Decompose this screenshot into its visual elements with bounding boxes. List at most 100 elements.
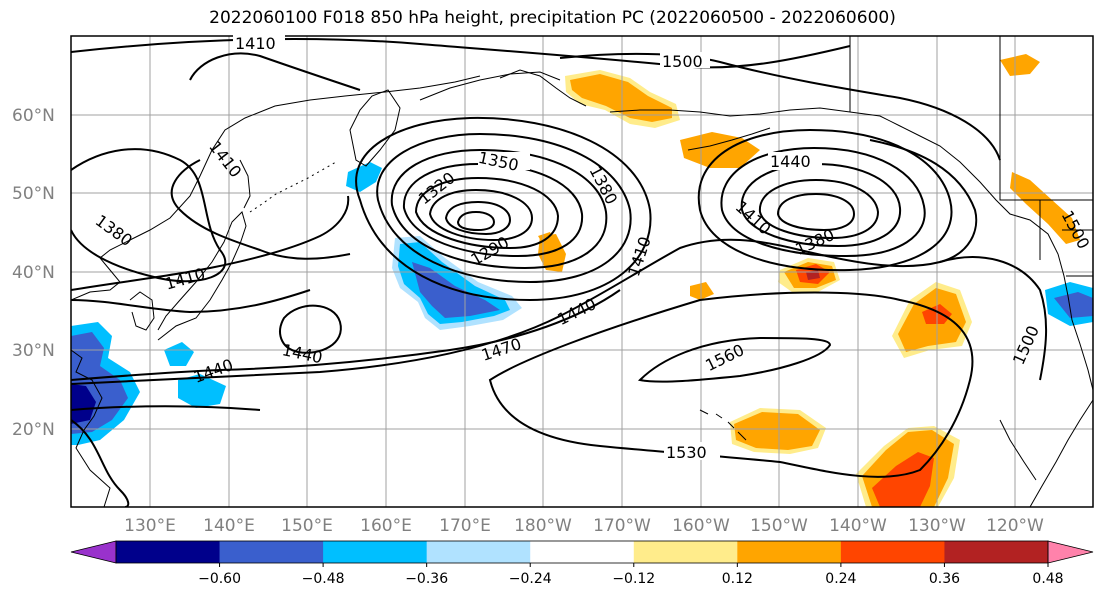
colorbar-segment (633, 541, 738, 563)
contour-1470 (71, 139, 978, 385)
colorbar-tick-label: 0.24 (825, 571, 856, 587)
contour-1440-south (71, 289, 621, 381)
colorbar-extend-high (1047, 540, 1094, 564)
map-frame (70, 35, 1094, 508)
colorbar-tick-label: 0.12 (722, 571, 753, 587)
lat-label-50n: 50°N (12, 184, 55, 204)
colorbar: −0.60 −0.48 −0.36 −0.24 −0.12 0.12 0.24 0.36 0.4… (70, 540, 1094, 587)
height-contours (71, 37, 1048, 507)
precip-orange-bc-coast (1010, 172, 1080, 244)
colorbar-tick-label: −0.24 (509, 571, 552, 587)
colorbar-segment (219, 541, 324, 563)
contour-low1-1260 (444, 200, 512, 236)
lat-label-40n: 40°N (12, 263, 55, 283)
lon-label: 160°E (360, 516, 412, 536)
colorbar-tick-label: −0.48 (302, 571, 345, 587)
coast-hawaii (699, 409, 747, 441)
colorbar-segment (426, 541, 531, 563)
coastlines (71, 36, 1093, 507)
contour-label: 1500 (662, 52, 703, 71)
precip-blue-california-core (1054, 292, 1093, 318)
coast-korea (129, 291, 155, 331)
colorbar-segment (116, 541, 221, 563)
map-title: 2022060100 F018 850 hPa height, precipit… (209, 8, 896, 28)
contour-low1-1230 (456, 210, 496, 232)
colorbar-segment (944, 541, 1049, 563)
precip-orange-aleutian (680, 132, 760, 168)
coast-aleutians (687, 127, 771, 151)
colorbar-segment (530, 541, 635, 563)
lat-label-60n: 60°N (12, 106, 55, 126)
lon-label: 170°W (593, 516, 651, 536)
contour-1560 (637, 336, 832, 383)
coast-asia-mainland (71, 75, 481, 301)
coast-alaska-south (609, 107, 1093, 391)
lon-label: 140°W (829, 516, 887, 536)
contour-1500-east (939, 256, 1048, 381)
lon-label: 160°W (672, 516, 730, 536)
precip-orange-hawaii-north (690, 282, 714, 300)
lon-label: 150°W (750, 516, 808, 536)
contour-low1-1320 (414, 176, 560, 250)
contour-low1-1410 (376, 132, 632, 284)
contour-low2-1320 (776, 192, 856, 232)
colorbar-tick-label: −0.60 (198, 571, 241, 587)
coast-mexico (1029, 399, 1093, 507)
coast-sakhalin (239, 159, 251, 209)
lon-label: 140°E (203, 516, 255, 536)
contour-1440-outer-asia (189, 52, 361, 91)
colorbar-tick-label: −0.36 (405, 571, 448, 587)
colorbar-segment (737, 541, 842, 563)
contour-1410-asia-low (71, 195, 350, 291)
lat-label-30n: 30°N (12, 341, 55, 361)
precip-navy-west-core (71, 384, 96, 424)
colorbar-tick-label: 0.48 (1032, 571, 1063, 587)
colorbar-segment (323, 541, 428, 563)
coast-baja (999, 419, 1037, 481)
lat-lon-grid (71, 36, 1093, 507)
contour-low2-1350 (758, 178, 880, 240)
contour-1410-asia (170, 159, 351, 260)
contour-label: 1410 (235, 34, 276, 53)
contour-low1-1440 (355, 116, 652, 302)
colorbar-tick-label: 0.36 (929, 571, 960, 587)
contour-low1-1290 (428, 188, 534, 242)
contour-1380-asia (71, 148, 227, 283)
contour-label: 1440 (770, 152, 811, 171)
boundary-canada-us (849, 36, 1093, 201)
colorbar-outline (115, 540, 1049, 564)
coast-japan (157, 211, 247, 341)
coast-chukotka (419, 71, 561, 101)
lon-label: 180°W (514, 516, 572, 536)
contour-1410-north (71, 37, 851, 69)
contour-1530 (488, 291, 974, 478)
boundary-us-states (1039, 200, 1093, 277)
contour-low2-1440 (697, 128, 953, 272)
colorbar-segment (840, 541, 945, 563)
lon-label: 130°E (124, 516, 176, 536)
contour-low1-1350 (402, 162, 584, 258)
precip-orange-nw-canada (1000, 54, 1040, 76)
precip-blue-japan-south (164, 342, 194, 366)
longitude-labels: 130°E 140°E 150°E 160°E 170°E 180°W 170°… (124, 516, 1044, 536)
contour-1440-japan-loop (279, 304, 342, 354)
contour-1440-asia (71, 289, 311, 314)
precip-negative-shading (71, 162, 1093, 445)
contour-1500-sub (71, 405, 261, 507)
colorbar-tick-label: −0.12 (612, 571, 655, 587)
lon-label: 120°W (986, 516, 1044, 536)
contour-low1-1380 (390, 148, 608, 270)
lon-label: 130°W (908, 516, 966, 536)
precip-orange-subtropics (734, 412, 820, 450)
contour-label: 1530 (666, 443, 707, 462)
coast-kuril-dots (249, 161, 337, 213)
lat-label-20n: 20°N (12, 420, 55, 440)
latitude-labels: 60°N 50°N 40°N 30°N 20°N (12, 106, 55, 440)
precip-blue-ryukyu (178, 374, 226, 408)
lon-label: 150°E (281, 516, 333, 536)
lon-label: 170°E (439, 516, 491, 536)
coast-asia-south (71, 349, 111, 507)
contour-1500-north (559, 52, 1001, 161)
colorbar-extend-low (70, 540, 117, 564)
